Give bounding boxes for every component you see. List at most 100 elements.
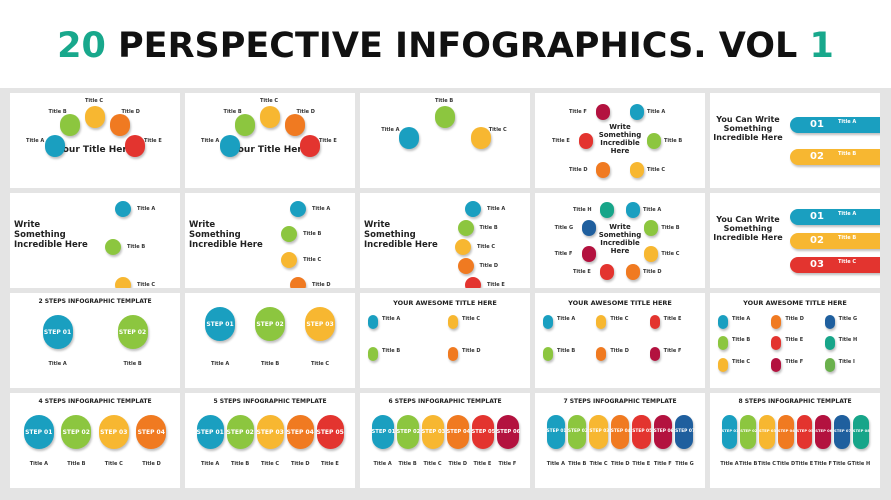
icon-pill xyxy=(581,219,596,236)
item-title: Title E xyxy=(785,337,804,344)
thumbnail: You Can Write Something Incredible Here 0… xyxy=(710,193,880,288)
icon-pill xyxy=(626,264,640,281)
step-label: STEP 03 xyxy=(759,429,777,433)
icon-pill xyxy=(465,277,481,288)
step-pill xyxy=(496,415,519,449)
item-title: Title D xyxy=(448,461,468,467)
heading: 2 STEPS INFOGRAPHIC TEMPLATE xyxy=(38,298,152,305)
item-title: Title C xyxy=(610,316,629,322)
item-title: Title A xyxy=(647,108,666,115)
item-title: Title C xyxy=(589,461,608,467)
step-pill xyxy=(632,415,651,449)
item-title: Title C xyxy=(838,259,857,265)
icon-pill xyxy=(581,246,596,262)
item-title: Title A xyxy=(382,316,401,322)
step-label: STEP 01 xyxy=(25,429,53,436)
icon-pill xyxy=(596,315,607,329)
heading: 7 STEPS INFOGRAPHIC TEMPLATE xyxy=(563,398,677,405)
icon-pill xyxy=(235,114,256,137)
step-label: STEP 01 xyxy=(196,429,224,436)
step-label: STEP 01 xyxy=(546,429,567,434)
item-title: Title E xyxy=(632,461,651,467)
item-title: Title A xyxy=(838,211,857,217)
step-pill xyxy=(42,315,73,349)
item-title: Title A xyxy=(137,206,156,212)
step-pill xyxy=(675,415,694,449)
icon-pill xyxy=(644,219,659,236)
step-pill xyxy=(759,415,775,449)
item-title: Title A xyxy=(487,206,506,212)
icon-pill xyxy=(649,347,660,361)
item-title: Title E xyxy=(143,138,162,145)
item-title: Title A xyxy=(373,461,392,467)
step-pill xyxy=(721,415,738,449)
step-label: STEP 04 xyxy=(137,429,165,436)
icon-pill xyxy=(105,239,121,255)
icon-pill xyxy=(718,357,728,372)
item-title: Title F xyxy=(498,461,517,467)
icon-pill xyxy=(457,220,474,236)
icon-pill xyxy=(771,336,782,351)
thumbnail: You Can Write Something Incredible Here 0… xyxy=(710,93,880,188)
icon-pill xyxy=(260,106,280,128)
icon-pill xyxy=(448,347,458,361)
step-label: STEP 03 xyxy=(421,429,446,435)
item-title: Title C xyxy=(462,316,481,322)
icon-pill xyxy=(579,133,593,149)
step-label: STEP 05 xyxy=(796,429,814,433)
thumbnail-grid: Your Title Here Title A Title B Title C Titl… xyxy=(0,88,891,500)
step-pill xyxy=(305,307,335,341)
icon-pill xyxy=(368,315,378,329)
title-number: 20 xyxy=(57,26,106,66)
thumbnail: 8 STEPS INFOGRAPHIC TEMPLATE STEP 01 Title… xyxy=(710,393,880,488)
item-title: Title G xyxy=(838,316,858,322)
step-label: STEP 01 xyxy=(371,429,396,435)
icon-pill xyxy=(398,127,419,149)
heading: YOUR AWESOME TITLE HERE xyxy=(568,299,672,307)
heading: Write Something Incredible Here xyxy=(598,223,642,256)
thumbnail: 6 STEPS INFOGRAPHIC TEMPLATE STEP 01 Title… xyxy=(360,393,530,488)
item-title: Title E xyxy=(795,461,814,467)
heading: Write Something Incredible Here xyxy=(364,220,438,250)
item-title: Title C xyxy=(757,461,776,467)
step-pill xyxy=(852,415,869,449)
item-title: Title A xyxy=(643,206,662,213)
item-title: Title C xyxy=(261,461,280,467)
title-volume: 1 xyxy=(809,26,834,66)
thumbnail: STEP 01 Title A STEP 02 Title B STEP 03 Title… xyxy=(185,293,355,388)
item-title: Title A xyxy=(838,119,857,125)
item-title: Title E xyxy=(321,461,339,467)
item-title: Title D xyxy=(462,348,481,354)
thumbnail: 5 STEPS INFOGRAPHIC TEMPLATE STEP 01 Title… xyxy=(185,393,355,488)
heading: YOUR AWESOME TITLE HERE xyxy=(393,299,497,307)
icon-pill xyxy=(543,315,553,329)
item-title: Title D xyxy=(142,461,161,467)
item-title: Title H xyxy=(838,337,858,344)
icon-pill xyxy=(85,106,105,128)
icon-pill xyxy=(435,106,455,128)
item-title: Title B xyxy=(568,461,587,467)
thumbnail: Your Title Here Title A Title B Title C Titl… xyxy=(10,93,180,188)
heading: 5 STEPS INFOGRAPHIC TEMPLATE xyxy=(213,398,327,405)
step-label: STEP 02 xyxy=(567,429,588,434)
step-pill xyxy=(255,307,285,341)
item-title: Title D xyxy=(611,461,630,467)
item-title: Title B xyxy=(303,231,322,238)
icon-pill xyxy=(281,226,298,243)
step-pill xyxy=(796,415,813,449)
item-title: Title C xyxy=(477,244,496,250)
item-title: Title D xyxy=(121,109,140,116)
item-title: Title F xyxy=(785,358,804,365)
step-label: STEP 01 xyxy=(721,429,739,433)
item-title: Title G xyxy=(554,224,574,231)
icon-pill xyxy=(457,258,474,274)
item-title: Title D xyxy=(479,263,499,269)
step-pill xyxy=(371,415,394,449)
icon-pill xyxy=(290,201,306,217)
item-title: Title C xyxy=(137,282,156,288)
item-title: Title B xyxy=(127,244,146,250)
step-pill xyxy=(546,415,565,449)
step-pill xyxy=(740,415,756,449)
icon-pill xyxy=(220,135,241,158)
step-pill xyxy=(117,315,148,349)
